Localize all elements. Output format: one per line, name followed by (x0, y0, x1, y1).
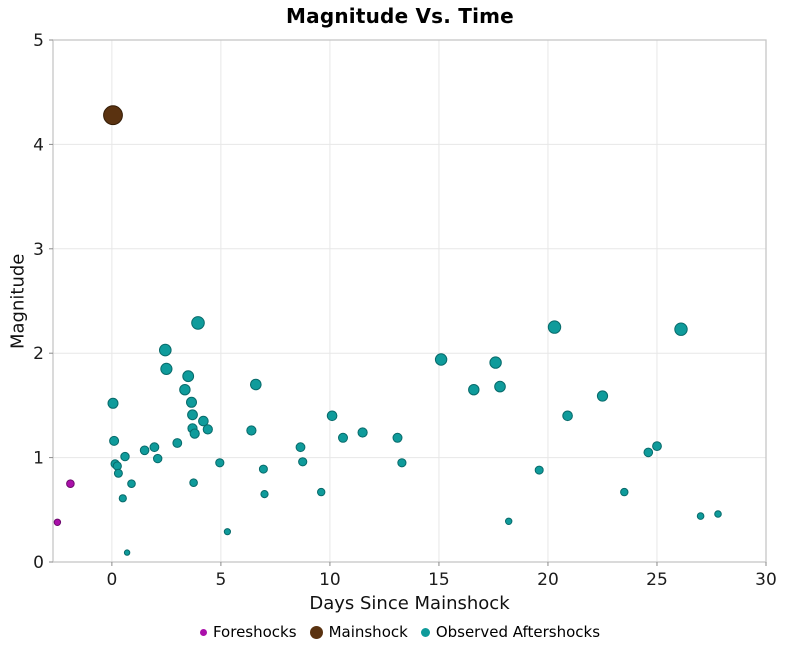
legend: Foreshocks Mainshock Observed Aftershocks (0, 623, 800, 641)
point-observed-aftershocks (159, 343, 172, 357)
point-observed-aftershocks (338, 432, 348, 443)
point-observed-aftershocks (123, 549, 131, 556)
x-tick-label: 15 (428, 570, 450, 590)
chart-title: Magnitude Vs. Time (286, 4, 514, 28)
point-observed-aftershocks (674, 322, 688, 336)
point-observed-aftershocks (223, 528, 231, 536)
y-tick-label: 5 (33, 31, 44, 51)
point-observed-aftershocks (298, 457, 308, 467)
point-observed-aftershocks (494, 380, 506, 393)
point-mainshock (103, 105, 123, 126)
point-observed-aftershocks (392, 432, 403, 443)
point-observed-aftershocks (172, 438, 183, 448)
point-observed-aftershocks (198, 415, 209, 427)
legend-label: Mainshock (328, 623, 408, 641)
x-tick-label: 20 (537, 570, 559, 590)
point-observed-aftershocks (153, 453, 163, 464)
point-observed-aftershocks (215, 458, 225, 468)
point-observed-aftershocks (596, 390, 609, 402)
y-tick-label: 4 (33, 135, 44, 155)
point-observed-aftershocks (109, 435, 120, 446)
point-observed-aftershocks (260, 490, 269, 499)
point-observed-aftershocks (696, 512, 705, 520)
legend-item-observed-aftershocks: Observed Aftershocks (420, 623, 601, 641)
legend-label: Observed Aftershocks (435, 623, 601, 641)
point-observed-aftershocks (397, 458, 407, 468)
point-observed-aftershocks (112, 461, 122, 471)
x-tick-label: 0 (106, 570, 117, 590)
point-observed-aftershocks (189, 478, 198, 488)
y-tick-label: 1 (33, 449, 44, 469)
point-observed-aftershocks (357, 427, 368, 438)
y-tick-label: 2 (33, 344, 44, 364)
point-observed-aftershocks (189, 428, 200, 439)
legend-item-mainshock: Mainshock (309, 623, 408, 641)
point-observed-aftershocks (118, 494, 127, 503)
point-observed-aftershocks (160, 362, 173, 375)
x-tick-label: 25 (646, 570, 668, 590)
y-tick-label: 0 (33, 553, 44, 573)
x-tick-label: 5 (215, 570, 226, 590)
point-observed-aftershocks (113, 468, 123, 478)
y-tick-label: 3 (33, 240, 44, 260)
foreshocks-marker-icon (199, 628, 207, 636)
point-observed-aftershocks (652, 441, 662, 452)
point-observed-aftershocks (534, 465, 544, 475)
legend-item-foreshocks: Foreshocks (199, 623, 297, 641)
point-observed-aftershocks (562, 410, 573, 422)
point-observed-aftershocks (434, 353, 448, 366)
point-observed-aftershocks (714, 510, 722, 518)
plot-border (52, 39, 767, 563)
point-observed-aftershocks (182, 370, 195, 383)
legend-label: Foreshocks (212, 623, 297, 641)
point-observed-aftershocks (547, 320, 562, 334)
point-observed-aftershocks (489, 356, 502, 369)
point-observed-aftershocks (246, 425, 257, 436)
point-observed-aftershocks (179, 384, 191, 396)
point-observed-aftershocks (317, 487, 326, 497)
x-tick-label: 10 (319, 570, 341, 590)
point-observed-aftershocks (107, 397, 119, 409)
point-observed-aftershocks (258, 464, 268, 474)
point-observed-aftershocks (295, 442, 306, 453)
point-observed-aftershocks (149, 442, 160, 453)
point-foreshocks (66, 479, 75, 489)
mainshock-marker-icon (309, 625, 323, 639)
point-observed-aftershocks (186, 396, 197, 408)
x-tick-label: 30 (755, 570, 777, 590)
point-observed-aftershocks (120, 451, 130, 462)
point-observed-aftershocks (187, 409, 198, 421)
point-observed-aftershocks (127, 479, 136, 489)
point-observed-aftershocks (468, 384, 480, 396)
point-observed-aftershocks (326, 410, 338, 422)
point-foreshocks (53, 518, 62, 526)
point-observed-aftershocks (505, 517, 513, 525)
point-observed-aftershocks (139, 445, 150, 456)
point-observed-aftershocks (643, 447, 654, 458)
point-observed-aftershocks (620, 487, 629, 497)
point-observed-aftershocks (250, 378, 262, 391)
point-observed-aftershocks (191, 316, 205, 330)
observed-aftershocks-marker-icon (420, 627, 430, 637)
x-axis-label: Days Since Mainshock (309, 593, 510, 614)
point-observed-aftershocks (202, 424, 213, 435)
